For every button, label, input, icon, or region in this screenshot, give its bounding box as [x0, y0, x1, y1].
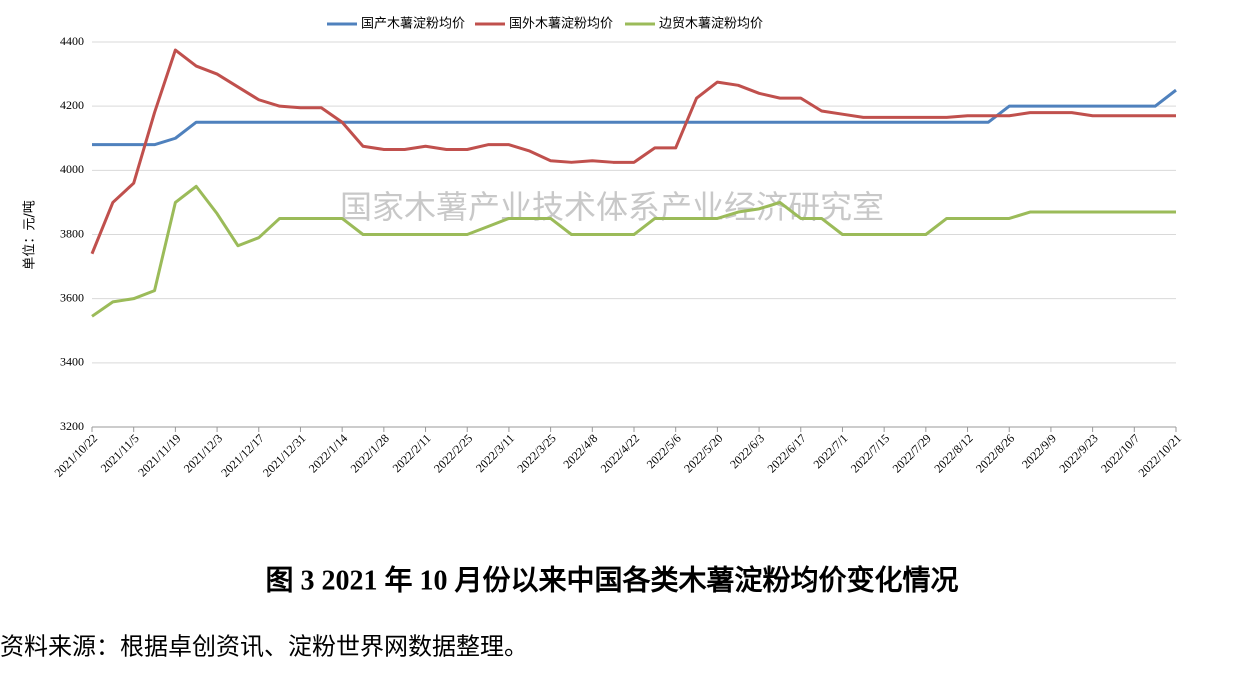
x-tick-label: 2022/7/1 [810, 431, 850, 471]
y-tick-label: 4400 [60, 34, 84, 48]
x-tick-label: 2022/5/6 [644, 431, 684, 471]
y-tick-label: 3600 [60, 290, 84, 304]
x-tick-label: 2021/11/19 [135, 431, 183, 479]
y-tick-label: 4200 [60, 98, 84, 112]
x-tick-label: 2021/12/17 [218, 431, 267, 480]
x-tick-label: 2022/7/29 [890, 431, 934, 475]
y-tick-label: 3200 [60, 419, 84, 433]
x-tick-label: 2022/3/25 [514, 431, 558, 475]
x-tick-label: 2022/8/26 [973, 431, 1017, 475]
x-tick-label: 2022/2/25 [431, 431, 475, 475]
x-tick-label: 2022/2/11 [390, 431, 434, 475]
caption: 图 3 2021 年 10 月份以来中国各类木薯淀粉均价变化情况 [265, 563, 958, 596]
source-note: 资料来源：根据卓创资讯、淀粉世界网数据整理。 [0, 633, 528, 661]
series-line [90, 48, 1176, 255]
y-tick-label: 3800 [60, 226, 84, 240]
y-axis-label: 单位：元/吨 [23, 200, 38, 269]
x-tick-label: 2022/10/21 [1136, 431, 1185, 480]
legend-label: 国产木薯淀粉均价 [361, 17, 465, 32]
y-tick-label: 3400 [60, 355, 84, 369]
x-tick-label: 2022/7/15 [848, 431, 892, 475]
x-tick-label: 2022/6/3 [727, 431, 767, 471]
x-tick-label: 2022/4/22 [598, 431, 642, 475]
x-tick-label: 2022/9/9 [1019, 431, 1059, 471]
x-tick-label: 2022/5/20 [681, 431, 725, 475]
x-tick-label: 2022/4/8 [560, 431, 600, 471]
x-tick-label: 2022/6/17 [765, 431, 809, 475]
y-tick-label: 4000 [60, 162, 84, 176]
x-tick-label: 2022/8/12 [931, 431, 975, 475]
x-tick-label: 2022/9/23 [1056, 431, 1100, 475]
series-line [91, 184, 1176, 318]
x-tick-label: 2022/1/28 [348, 431, 392, 475]
x-tick-label: 2021/12/31 [260, 431, 309, 480]
x-tick-label: 2022/1/14 [306, 431, 350, 475]
legend-label: 边贸木薯淀粉均价 [659, 17, 763, 32]
x-tick-label: 2022/3/11 [473, 431, 517, 475]
legend-label: 国外木薯淀粉均价 [509, 17, 613, 32]
watermark: 国家木薯产业技术体系产业经济研究室 [340, 188, 884, 226]
x-tick-label: 2021/10/22 [52, 431, 101, 480]
